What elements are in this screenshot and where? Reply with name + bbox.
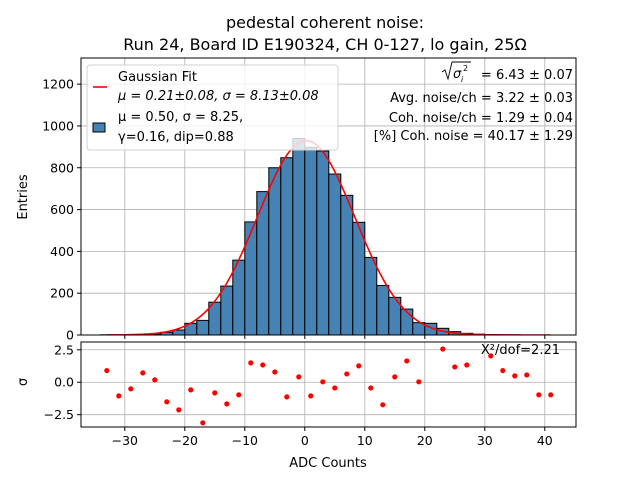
residual-point bbox=[128, 386, 133, 391]
residual-point bbox=[236, 392, 241, 397]
residual-point bbox=[164, 399, 169, 404]
residual-point bbox=[296, 374, 301, 379]
x-tick-label: −20 bbox=[172, 433, 198, 448]
legend: Gaussian Fit μ = 0.21±0.08, σ = 8.13±0.0… bbox=[87, 65, 338, 150]
residual-point bbox=[524, 372, 529, 377]
legend-fit-label: Gaussian Fit bbox=[118, 70, 197, 85]
residual-y-tick-label: −2.5 bbox=[44, 407, 74, 422]
coh-noise-pct: [%] Coh. noise = 40.17 ± 1.29 bbox=[374, 129, 573, 144]
histogram-bar bbox=[221, 286, 233, 335]
x-tick-label: −30 bbox=[112, 433, 138, 448]
rms-value: = 6.43 ± 0.07 bbox=[481, 68, 573, 83]
histogram-bar bbox=[353, 222, 365, 335]
histogram-bar bbox=[293, 138, 305, 335]
histogram-x-ticks bbox=[125, 335, 545, 339]
residual-point bbox=[308, 393, 313, 398]
histogram-y-ticks: 0 200 400 600 800 1000 1200 bbox=[42, 77, 81, 343]
x-axis-label: ADC Counts bbox=[289, 456, 367, 471]
residual-point bbox=[200, 420, 205, 425]
residual-point bbox=[188, 387, 193, 392]
x-tick-label: 10 bbox=[357, 433, 373, 448]
x-tick-label: 30 bbox=[477, 433, 493, 448]
histogram-bar bbox=[281, 158, 293, 335]
x-tick-label: 0 bbox=[301, 433, 309, 448]
histogram-bar bbox=[269, 168, 281, 335]
histogram-bar bbox=[173, 330, 185, 335]
sqrt-sup: 2 bbox=[463, 64, 468, 73]
residual-y-label: σ bbox=[16, 378, 31, 386]
histogram-bar bbox=[233, 260, 245, 335]
residual-point bbox=[512, 373, 517, 378]
legend-hist-swatch bbox=[93, 123, 105, 132]
residual-point bbox=[452, 364, 457, 369]
residual-point bbox=[344, 371, 349, 376]
legend-fit-params: μ = 0.21±0.08, σ = 8.13±0.08 bbox=[117, 89, 319, 104]
histogram-axes: 0 200 400 600 800 1000 1200 Entries Gaussian F… bbox=[16, 58, 576, 343]
residual-point bbox=[440, 346, 445, 351]
y-tick-label: 400 bbox=[50, 244, 74, 259]
residual-point bbox=[548, 392, 553, 397]
residual-point bbox=[176, 407, 181, 412]
residual-point bbox=[536, 392, 541, 397]
histogram-bar bbox=[245, 222, 257, 335]
residual-point bbox=[500, 368, 505, 373]
histogram-bar bbox=[197, 320, 209, 335]
y-tick-label: 0 bbox=[66, 328, 74, 343]
chi2-annotation: X²/dof=2.21 bbox=[481, 343, 560, 358]
avg-noise: Avg. noise/ch = 3.22 ± 0.03 bbox=[390, 91, 573, 106]
histogram-bar bbox=[329, 174, 341, 335]
histogram-bar bbox=[305, 147, 317, 335]
residual-point bbox=[104, 368, 109, 373]
residual-point bbox=[116, 393, 121, 398]
histogram-bar bbox=[365, 257, 377, 335]
residual-axes: 2.5 0.0 −2.5 −30 −20 −10 0 10 20 30 40 X²/dof=2.2… bbox=[16, 336, 576, 471]
residual-point bbox=[224, 401, 229, 406]
x-tick-label: 40 bbox=[537, 433, 553, 448]
chart-subtitle: Run 24, Board ID E190324, CH 0-127, lo g… bbox=[123, 35, 526, 54]
histogram-bar bbox=[317, 151, 329, 335]
chart-title: pedestal coherent noise: bbox=[226, 13, 424, 32]
y-tick-label: 800 bbox=[50, 160, 74, 175]
sqrt-sub: i bbox=[461, 75, 464, 84]
residual-point bbox=[332, 385, 337, 390]
residual-point bbox=[380, 402, 385, 407]
residual-point bbox=[356, 363, 361, 368]
coh-noise: Coh. noise/ch = 1.29 ± 0.04 bbox=[389, 111, 573, 126]
x-tick-label: 20 bbox=[417, 433, 433, 448]
residual-point bbox=[416, 379, 421, 384]
y-axis-label: Entries bbox=[16, 174, 31, 220]
residual-y-ticks: 2.5 0.0 −2.5 bbox=[44, 342, 81, 422]
y-tick-label: 200 bbox=[50, 286, 74, 301]
residual-point bbox=[140, 370, 145, 375]
y-tick-label: 1200 bbox=[42, 77, 74, 92]
residual-point bbox=[152, 377, 157, 382]
residual-y-tick-label: 2.5 bbox=[54, 342, 74, 357]
legend-hist-params-2: γ=0.16, dip=0.88 bbox=[118, 130, 234, 145]
legend-hist-params: μ = 0.50, σ = 8.25, bbox=[118, 110, 243, 125]
residual-y-tick-label: 0.0 bbox=[54, 375, 74, 390]
residual-point bbox=[212, 390, 217, 395]
residual-point bbox=[464, 362, 469, 367]
residual-point bbox=[320, 379, 325, 384]
histogram-bar bbox=[341, 195, 353, 335]
residual-point bbox=[260, 362, 265, 367]
residual-point bbox=[392, 374, 397, 379]
residual-point bbox=[248, 360, 253, 365]
x-tick-label: −10 bbox=[232, 433, 258, 448]
residual-x-ticks: −30 −20 −10 0 10 20 30 40 bbox=[112, 427, 553, 448]
residual-point bbox=[404, 358, 409, 363]
residual-point bbox=[476, 336, 481, 341]
histogram-bar bbox=[377, 285, 389, 335]
residual-point bbox=[272, 369, 277, 374]
residual-point bbox=[284, 394, 289, 399]
stats-annotations: σ i 2 = 6.43 ± 0.07 Avg. noise/ch = 3.22… bbox=[374, 62, 573, 144]
y-tick-label: 1000 bbox=[42, 118, 74, 133]
y-tick-label: 600 bbox=[50, 202, 74, 217]
residual-point bbox=[368, 385, 373, 390]
